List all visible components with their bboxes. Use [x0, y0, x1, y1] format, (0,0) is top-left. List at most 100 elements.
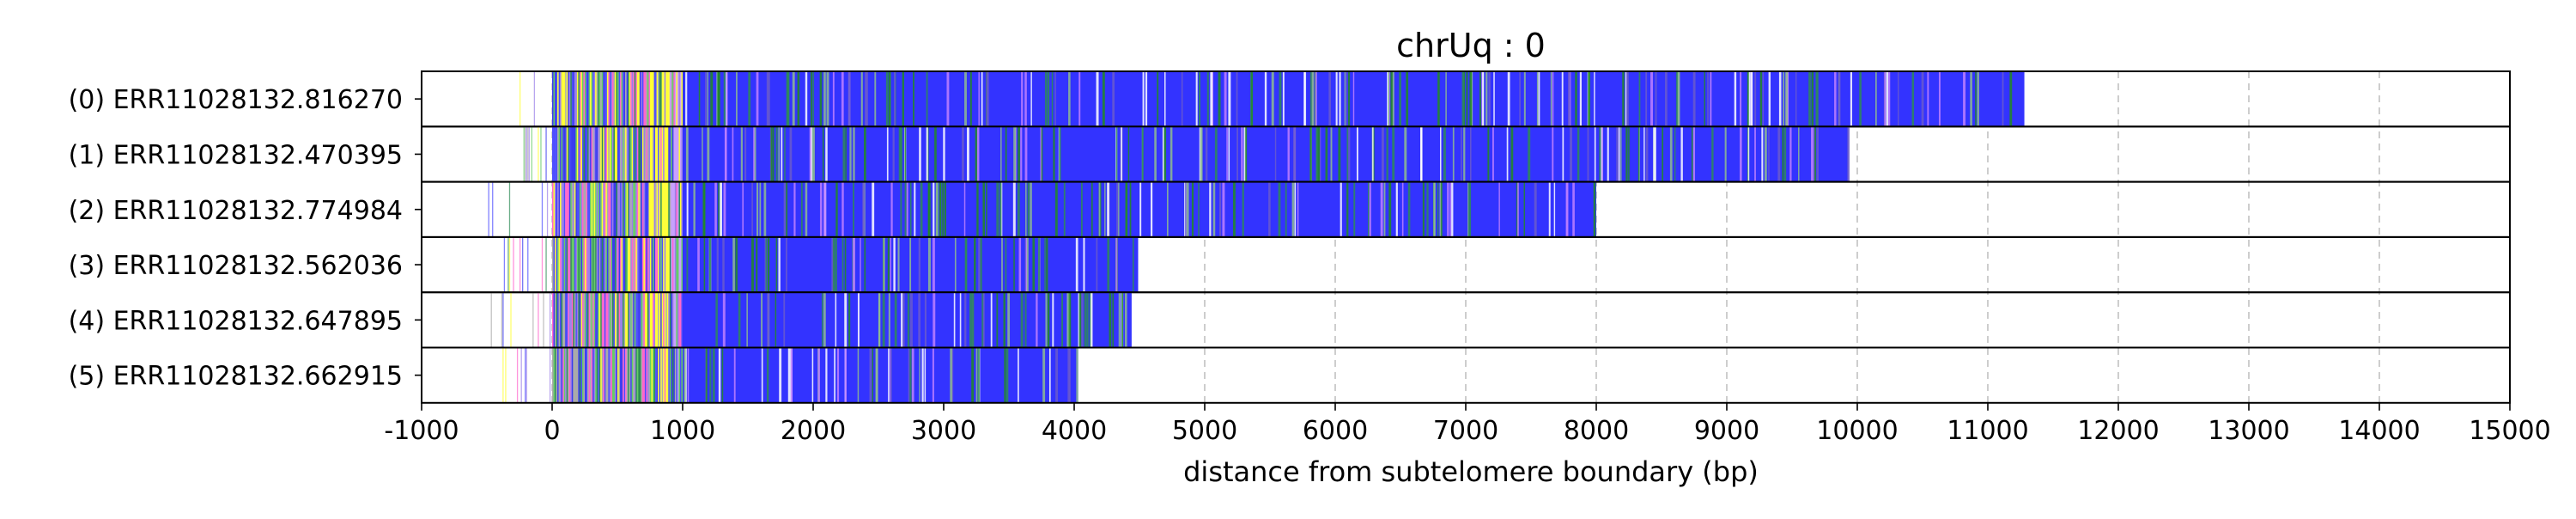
subtelomere-segment: [634, 71, 636, 127]
telomere-variant-stripe: [1645, 126, 1649, 182]
subtelomere-segment: [630, 181, 632, 237]
subtelomere-segment: [502, 347, 504, 403]
telomere-variant-stripe: [1740, 126, 1742, 182]
telomere-variant-stripe: [787, 71, 790, 127]
subtelomere-segment: [593, 71, 596, 127]
subtelomere-segment: [668, 236, 670, 293]
telomere-variant-stripe: [1163, 126, 1167, 182]
telomere-variant-stripe: [1768, 126, 1770, 182]
telomere-variant-stripe: [1390, 71, 1393, 127]
telomere-variant-stripe: [1645, 71, 1648, 127]
subtelomere-segment: [648, 126, 651, 182]
telomere-variant-stripe: [918, 236, 920, 293]
subtelomere-segment: [648, 347, 651, 403]
telomere-variant-stripe: [1814, 126, 1816, 182]
subtelomere-segment: [555, 181, 556, 237]
subtelomere-segment: [558, 126, 561, 182]
subtelomere-segment: [656, 181, 659, 237]
subtelomere-segment: [527, 126, 529, 182]
subtelomere-segment: [643, 236, 646, 293]
telomere-variant-stripe: [857, 347, 860, 403]
subtelomere-segment: [593, 181, 596, 237]
subtelomere-segment: [626, 126, 629, 182]
subtelomere-segment: [590, 71, 592, 127]
telomere-variant-stripe: [1036, 292, 1038, 348]
subtelomere-segment: [614, 292, 617, 348]
telomere-variant-stripe: [1046, 236, 1048, 293]
subtelomere-segment: [651, 236, 653, 293]
subtelomere-segment: [669, 292, 671, 348]
subtelomere-segment: [678, 181, 681, 237]
subtelomere-segment: [623, 71, 626, 127]
subtelomere-segment: [556, 292, 558, 348]
telomere-variant-stripe: [766, 71, 769, 127]
subtelomere-segment: [568, 347, 571, 403]
telomere-variant-stripe: [1789, 126, 1792, 182]
subtelomere-segment: [541, 181, 544, 237]
subtelomere-segment: [659, 236, 661, 293]
telomere-variant-stripe: [1387, 71, 1389, 127]
telomere-variant-stripe: [1080, 181, 1083, 237]
subtelomere-segment: [601, 71, 604, 127]
subtelomere-segment: [568, 181, 569, 237]
telomere-variant-stripe: [1013, 126, 1017, 182]
subtelomere-segment: [603, 236, 605, 293]
telomere-variant-stripe: [1380, 181, 1383, 237]
subtelomere-segment: [570, 292, 572, 348]
telomere-variant-stripe: [1346, 181, 1349, 237]
subtelomere-segment: [674, 347, 677, 403]
telomere-variant-stripe: [1970, 71, 1972, 127]
subtelomere-segment: [606, 292, 609, 348]
telomere-variant-stripe: [1282, 71, 1285, 127]
subtelomere-segment: [673, 71, 676, 127]
x-axis: -1000 0 1000 2000 3000 4000 5000 6000 7000 8000 90…: [384, 402, 2551, 446]
telomere-variant-stripe: [1506, 126, 1509, 182]
subtelomere-segment: [630, 292, 632, 348]
subtelomere-segment: [587, 71, 589, 127]
subtelomere-segment: [666, 126, 669, 182]
telomere-variant-stripe: [1372, 126, 1374, 182]
subtelomere-segment: [591, 126, 593, 182]
telomere-variant-stripe: [716, 71, 719, 127]
telomere-variant-stripe: [874, 71, 877, 127]
telomere-variant-stripe: [1761, 126, 1764, 182]
telomere-variant-stripe: [1003, 292, 1005, 348]
subtelomere-segment: [617, 181, 619, 237]
telomere-variant-stripe: [986, 181, 987, 237]
telomere-variant-stripe: [942, 181, 945, 237]
telomere-variant-stripe: [975, 347, 978, 403]
telomere-variant-stripe: [781, 126, 783, 182]
telomere-variant-stripe: [996, 181, 998, 237]
subtelomere-segment: [563, 236, 566, 293]
subtelomere-segment: [561, 347, 563, 403]
subtelomere-segment: [592, 236, 594, 293]
subtelomere-segment: [616, 126, 618, 182]
telomere-variant-stripe: [1021, 71, 1024, 127]
subtelomere-segment: [617, 292, 619, 348]
subtelomere-segment: [669, 347, 671, 403]
subtelomere-segment: [671, 126, 672, 182]
subtelomere-segment: [611, 71, 614, 127]
telomere-variant-stripe: [1291, 181, 1295, 237]
subtelomere-segment: [625, 292, 627, 348]
subtelomere-segment: [568, 236, 571, 293]
subtelomere-segment: [568, 292, 571, 348]
subtelomere-segment: [616, 347, 618, 403]
telomere-variant-stripe: [1433, 181, 1435, 237]
subtelomere-segment: [679, 236, 682, 293]
telomere-variant-stripe: [1236, 126, 1238, 182]
subtelomere-segment: [623, 347, 626, 403]
telomere-variant-stripe: [893, 236, 896, 293]
telomere-variant-stripe: [1568, 71, 1571, 127]
subtelomere-segment: [600, 71, 602, 127]
telomere-variant-stripe: [1669, 126, 1673, 182]
telomere-variant-stripe: [1027, 181, 1030, 237]
subtelomere-segment: [616, 181, 618, 237]
subtelomere-segment: [611, 126, 614, 182]
telomere-variant-stripe: [805, 181, 808, 237]
telomere-variant-stripe: [1395, 181, 1398, 237]
subtelomere-segment: [666, 292, 669, 348]
telomere-variant-stripe: [932, 347, 934, 403]
subtelomere-segment: [681, 181, 683, 237]
subtelomere-segment: [630, 71, 632, 127]
